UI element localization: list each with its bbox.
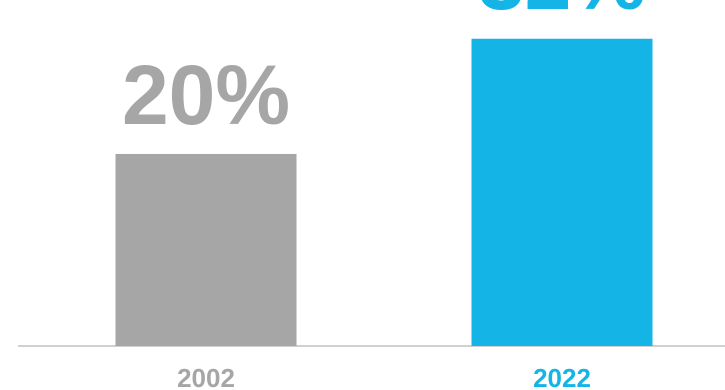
x-tick-label-2002: 2002 xyxy=(177,363,235,390)
value-labels-layer: 20% 32% xyxy=(122,0,646,142)
bar-2002 xyxy=(115,153,297,346)
bar-2022 xyxy=(471,38,653,346)
bars-layer xyxy=(115,38,653,346)
x-tick-label-2022: 2022 xyxy=(533,363,591,390)
value-label-2002: 20% xyxy=(122,48,290,142)
tick-labels-layer: 2002 2022 xyxy=(177,363,591,390)
value-label-2022: 32% xyxy=(478,0,646,27)
